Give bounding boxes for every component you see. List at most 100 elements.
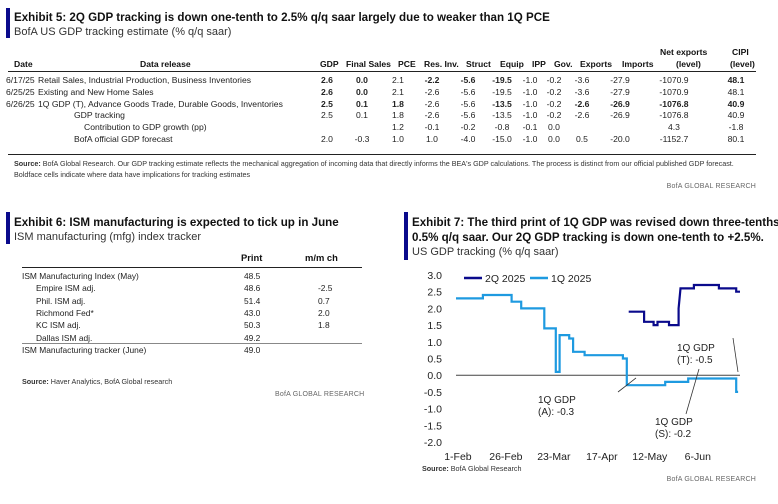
- exhibit-5-brand: BofA GLOBAL RESEARCH: [666, 183, 756, 190]
- row-label: Phil. ISM adj.: [36, 295, 86, 306]
- exhibit-6-title: Exhibit 6: ISM manufacturing is expected…: [14, 216, 339, 229]
- cell-res-inv: -2.6: [424, 110, 440, 121]
- cell-ipp: -1.0: [522, 110, 538, 121]
- header-net-exports: Net exports: [660, 47, 708, 57]
- cell-final-sales: 0.1: [356, 110, 368, 121]
- table-header-rule: [8, 71, 756, 72]
- row-print: 49.0: [244, 344, 261, 355]
- cell-ipp: -1.0: [522, 98, 538, 109]
- table-row: Empire ISM adj. 48.6 -2.5: [22, 282, 362, 294]
- series-line-2q-2025: [628, 283, 740, 327]
- cell-gdp: 2.6: [321, 75, 333, 85]
- cell-imports: -27.9: [610, 75, 630, 85]
- cell-pce: 1.2: [392, 122, 404, 133]
- cell-gov: -0.2: [546, 75, 562, 85]
- y-tick-label: 0.0: [427, 370, 442, 382]
- cell-gov: -0.2: [546, 110, 562, 121]
- cell-pce: 1.8: [392, 98, 404, 109]
- table-row: 6/25/25 Existing and New Home Sales 2.6 0.0…: [0, 86, 762, 98]
- header-data-release: Data release: [140, 59, 191, 69]
- exhibit-accent-bar: [404, 212, 408, 260]
- cell-ipp: -1.0: [522, 86, 538, 97]
- annotation-value: (A): -0.3: [538, 407, 575, 418]
- exhibit-6-subtitle: ISM manufacturing (mfg) index tracker: [14, 231, 202, 243]
- header-mm-change: m/m ch: [305, 252, 338, 263]
- cell-net-exports: -1070.9: [659, 75, 689, 85]
- cell-date: 6/25/25: [6, 86, 35, 97]
- cell-res-inv: -2.6: [424, 98, 440, 109]
- source-label: Source:: [14, 159, 41, 168]
- exhibit-7-source: Source: BofA Global Research: [422, 463, 622, 474]
- y-tick-label: 2.5: [427, 287, 442, 299]
- annotation-label: 1Q GDP: [655, 417, 693, 428]
- cell-cipi: 80.1: [727, 134, 745, 144]
- table-row: Dallas ISM adj. 49.2: [22, 332, 362, 344]
- annotation-value: (S): -0.2: [655, 429, 692, 440]
- header-struct: Struct: [466, 59, 491, 69]
- cell-release: Existing and New Home Sales: [38, 86, 154, 97]
- x-tick-label: 12-May: [632, 451, 668, 463]
- header-equip: Equip: [500, 59, 524, 69]
- cell-equip: -0.8: [494, 122, 510, 133]
- cell-exports: -3.6: [574, 75, 590, 85]
- cell-release: 1Q GDP (T), Advance Goods Trade, Durable…: [38, 98, 283, 109]
- cell-final-sales: 0.0: [356, 86, 368, 97]
- table-row: Phil. ISM adj. 51.4 0.7: [22, 295, 362, 307]
- header-gov: Gov.: [554, 59, 573, 69]
- header-ipp: IPP: [532, 59, 546, 69]
- row-mm-change: 0.7: [318, 295, 330, 306]
- cell-cipi: 40.9: [727, 110, 745, 121]
- cell-ipp: -1.0: [522, 134, 538, 144]
- cell-release: Contribution to GDP growth (pp): [84, 122, 207, 133]
- header-res-inv: Res. Inv.: [424, 59, 459, 69]
- y-tick-label: -1.0: [424, 404, 442, 416]
- cell-ipp: -1.0: [522, 75, 538, 85]
- row-print: 51.4: [244, 295, 261, 306]
- row-print: 49.2: [244, 332, 261, 343]
- cell-imports: -26.9: [610, 98, 630, 109]
- cell-exports: -3.6: [574, 86, 590, 97]
- cell-gdp: 2.0: [321, 134, 333, 144]
- x-tick-label: 1-Feb: [444, 451, 472, 463]
- exhibit-7-brand: BofA GLOBAL RESEARCH: [666, 476, 756, 483]
- source-text: BofA Global Research. Our GDP tracking e…: [14, 159, 734, 179]
- header-pce: PCE: [398, 59, 416, 69]
- cell-res-inv: -2.6: [424, 86, 440, 97]
- row-label: KC ISM adj.: [36, 320, 81, 331]
- cell-release: BofA official GDP forecast: [74, 134, 173, 144]
- exhibit-7-title-line-1: Exhibit 7: The third print of 1Q GDP was…: [412, 216, 778, 229]
- source-text: Haver Analytics, BofA Global research: [48, 377, 173, 386]
- exhibit-6-panel: Exhibit 6: ISM manufacturing is expected…: [0, 212, 392, 402]
- cell-cipi: 48.1: [727, 75, 745, 85]
- header-cipi-unit: (level): [730, 59, 755, 69]
- exhibit-5-source: Source: BofA Global Research. Our GDP tr…: [14, 158, 759, 180]
- row-label: Richmond Fed*: [36, 307, 94, 318]
- cell-date: 6/17/25: [6, 75, 35, 85]
- cell-ipp: -0.1: [522, 122, 538, 133]
- exhibit-5-subtitle: BofA US GDP tracking estimate (% q/q saa…: [14, 26, 232, 38]
- row-label: ISM Manufacturing tracker (June): [22, 344, 147, 355]
- cell-pce: 2.1: [392, 86, 404, 97]
- cell-struct: -0.2: [460, 122, 476, 133]
- source-label: Source:: [22, 377, 49, 386]
- y-tick-label: 1.5: [427, 320, 442, 332]
- row-print: 43.0: [244, 307, 261, 318]
- exhibit-accent-bar: [6, 8, 10, 38]
- table-row: Contribution to GDP growth (pp) 1.2 -0.1 -0…: [0, 121, 762, 133]
- exhibit-5-title: Exhibit 5: 2Q GDP tracking is down one-t…: [14, 11, 550, 24]
- cell-equip: -19.5: [492, 86, 512, 97]
- y-tick-label: -1.5: [424, 420, 442, 432]
- cell-final-sales: -0.3: [354, 134, 370, 144]
- cell-net-exports: -1070.9: [659, 86, 689, 97]
- header-exports: Exports: [580, 59, 612, 69]
- header-imports: Imports: [622, 59, 654, 69]
- y-tick-label: 1.0: [427, 337, 442, 349]
- cell-struct: -5.6: [460, 98, 476, 109]
- cell-struct: -5.6: [460, 110, 476, 121]
- cell-date: 6/26/25: [6, 98, 35, 109]
- cell-cipi: -1.8: [728, 122, 744, 133]
- annotation-label: 1Q GDP: [538, 395, 576, 406]
- annotation-label: 1Q GDP: [677, 343, 715, 354]
- x-tick-label: 17-Apr: [586, 451, 618, 463]
- cell-imports: -26.9: [610, 110, 630, 121]
